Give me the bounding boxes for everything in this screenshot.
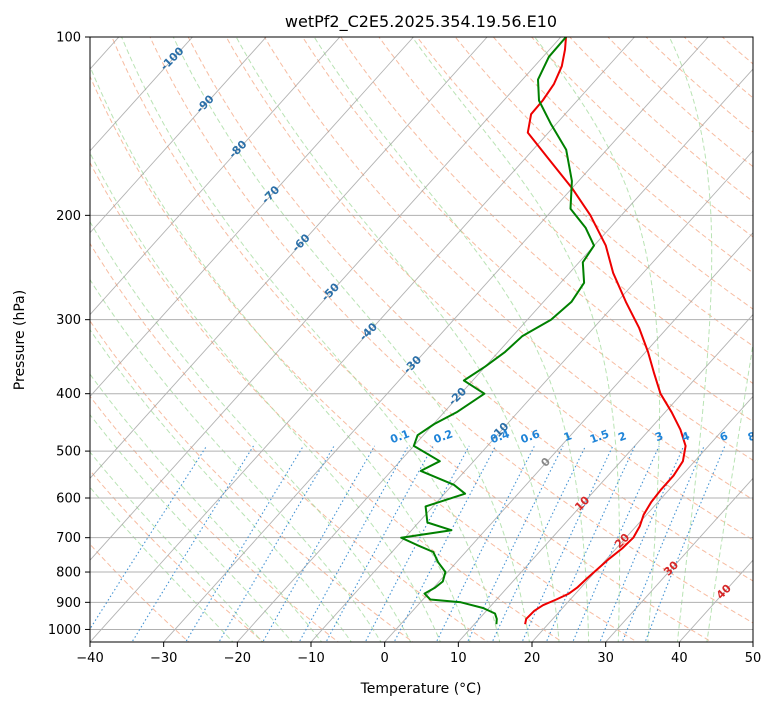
mixing-ratio-line: [364, 445, 470, 642]
dry-adiabat-line: [90, 469, 265, 642]
y-tick-label: 1000: [48, 623, 81, 638]
isotherm-line: [90, 37, 267, 234]
dry-adiabat-line: [225, 37, 753, 541]
y-tick-label: 800: [56, 566, 81, 581]
x-tick-label: −40: [76, 651, 103, 666]
mixing-ratio-line: [545, 445, 636, 642]
isotherm-line: [90, 37, 414, 398]
mixing-ratio-label: 1.5: [588, 427, 611, 446]
temperature-line: [524, 37, 687, 625]
dry-adiabat-line: [187, 37, 753, 582]
isotherm-line: [310, 150, 753, 642]
x-tick-label: −30: [150, 651, 177, 666]
x-tick-label: 10: [450, 651, 467, 666]
y-tick-label: 400: [56, 387, 81, 402]
x-tick-label: 20: [524, 651, 541, 666]
dry-adiabat-line: [111, 37, 713, 642]
mixing-ratio-line: [262, 445, 376, 642]
dry-adiabat-line: [530, 37, 753, 238]
mixing-ratio-line: [644, 445, 726, 642]
isotherm-line: [384, 232, 753, 642]
y-tick-label: 900: [56, 596, 81, 611]
isotherm-line: [457, 313, 753, 642]
mixing-ratio-label: 4: [680, 429, 692, 444]
mixing-ratio-line: [218, 445, 335, 642]
plot-frame: [89, 36, 754, 643]
x-axis: −40 −30 −20 −10 0 10 20 30 40 50: [76, 642, 761, 666]
mixing-ratio-label: 8: [746, 429, 758, 444]
plot-area: -100-90-80-70-60-50-40-30-20-10010203040…: [90, 37, 758, 642]
mixing-ratio-line: [185, 445, 304, 642]
x-tick-label: −10: [297, 651, 324, 666]
isotherm-line: [90, 37, 488, 479]
x-tick-label: −20: [224, 651, 251, 666]
mixing-ratio-label: 6: [718, 429, 730, 444]
y-tick-label: 300: [56, 313, 81, 328]
dry-adiabat-line: [90, 242, 489, 642]
y-tick-label: 600: [56, 492, 81, 507]
dry-adiabat-line: [378, 37, 753, 385]
mixing-ratio-label: 0.2: [432, 427, 455, 446]
isotherm-line: [90, 37, 341, 316]
moist-adiabat-line: [90, 373, 323, 642]
dry-adiabat-line: [340, 37, 753, 423]
mixing-ratio-label: 0.4: [489, 427, 512, 446]
mixing-ratio-line: [466, 445, 564, 642]
dry-adiabat-line: [454, 37, 753, 310]
x-tick-label: 0: [381, 651, 389, 666]
moist-adiabat-line: [90, 151, 441, 642]
mixing-ratio-label: 0.1: [388, 427, 411, 446]
mixing-ratio-label: 1: [562, 429, 574, 444]
isotherm-line: [531, 395, 753, 642]
sounding-series: [400, 37, 687, 625]
mixing-ratio-line: [131, 445, 254, 642]
x-axis-title: Temperature (°C): [360, 681, 482, 697]
mixing-ratio-label: 0.6: [519, 427, 542, 446]
mixing-ratio-label: 2: [616, 429, 628, 444]
isotherm-line: [605, 477, 753, 642]
isotherms: [90, 37, 753, 642]
dry-adiabats: [90, 37, 753, 642]
isotherm-line: [163, 37, 709, 642]
dry-adiabat-line: [149, 37, 753, 624]
isotherm-line: [90, 37, 635, 642]
isotherm-line: [236, 68, 753, 642]
dry-adiabat-line: [263, 37, 753, 501]
mixing-ratio-line: [521, 445, 614, 642]
dry-adiabat-line: [416, 37, 753, 347]
mixing-ratio-line: [491, 445, 587, 642]
pressure-gridlines: [90, 37, 753, 630]
mixing-ratio-lines: [90, 445, 726, 642]
dry-adiabat-line: [607, 37, 753, 168]
mixing-ratio-line: [90, 445, 208, 630]
y-axis-title: Pressure (hPa): [12, 290, 28, 390]
dry-adiabat-line: [90, 320, 414, 642]
y-tick-label: 100: [56, 31, 81, 46]
mixing-ratio-label: 3: [653, 429, 665, 444]
x-tick-label: 30: [597, 651, 614, 666]
dewpoint-line: [400, 37, 595, 625]
dry-adiabat-line: [90, 161, 564, 642]
x-tick-label: 40: [671, 651, 688, 666]
y-axis: 1000 900 800 700 600 500 400 300 200 100: [48, 31, 90, 638]
chart-title: wetPf2_C2E5.2025.354.19.56.E10: [285, 12, 557, 32]
isotherm-line: [90, 37, 562, 561]
y-tick-label: 500: [56, 445, 81, 460]
isotherm-line: [90, 37, 193, 152]
y-tick-label: 700: [56, 531, 81, 546]
mixing-ratio-line: [621, 445, 705, 642]
x-tick-label: 50: [745, 651, 762, 666]
y-tick-label: 200: [56, 209, 81, 224]
